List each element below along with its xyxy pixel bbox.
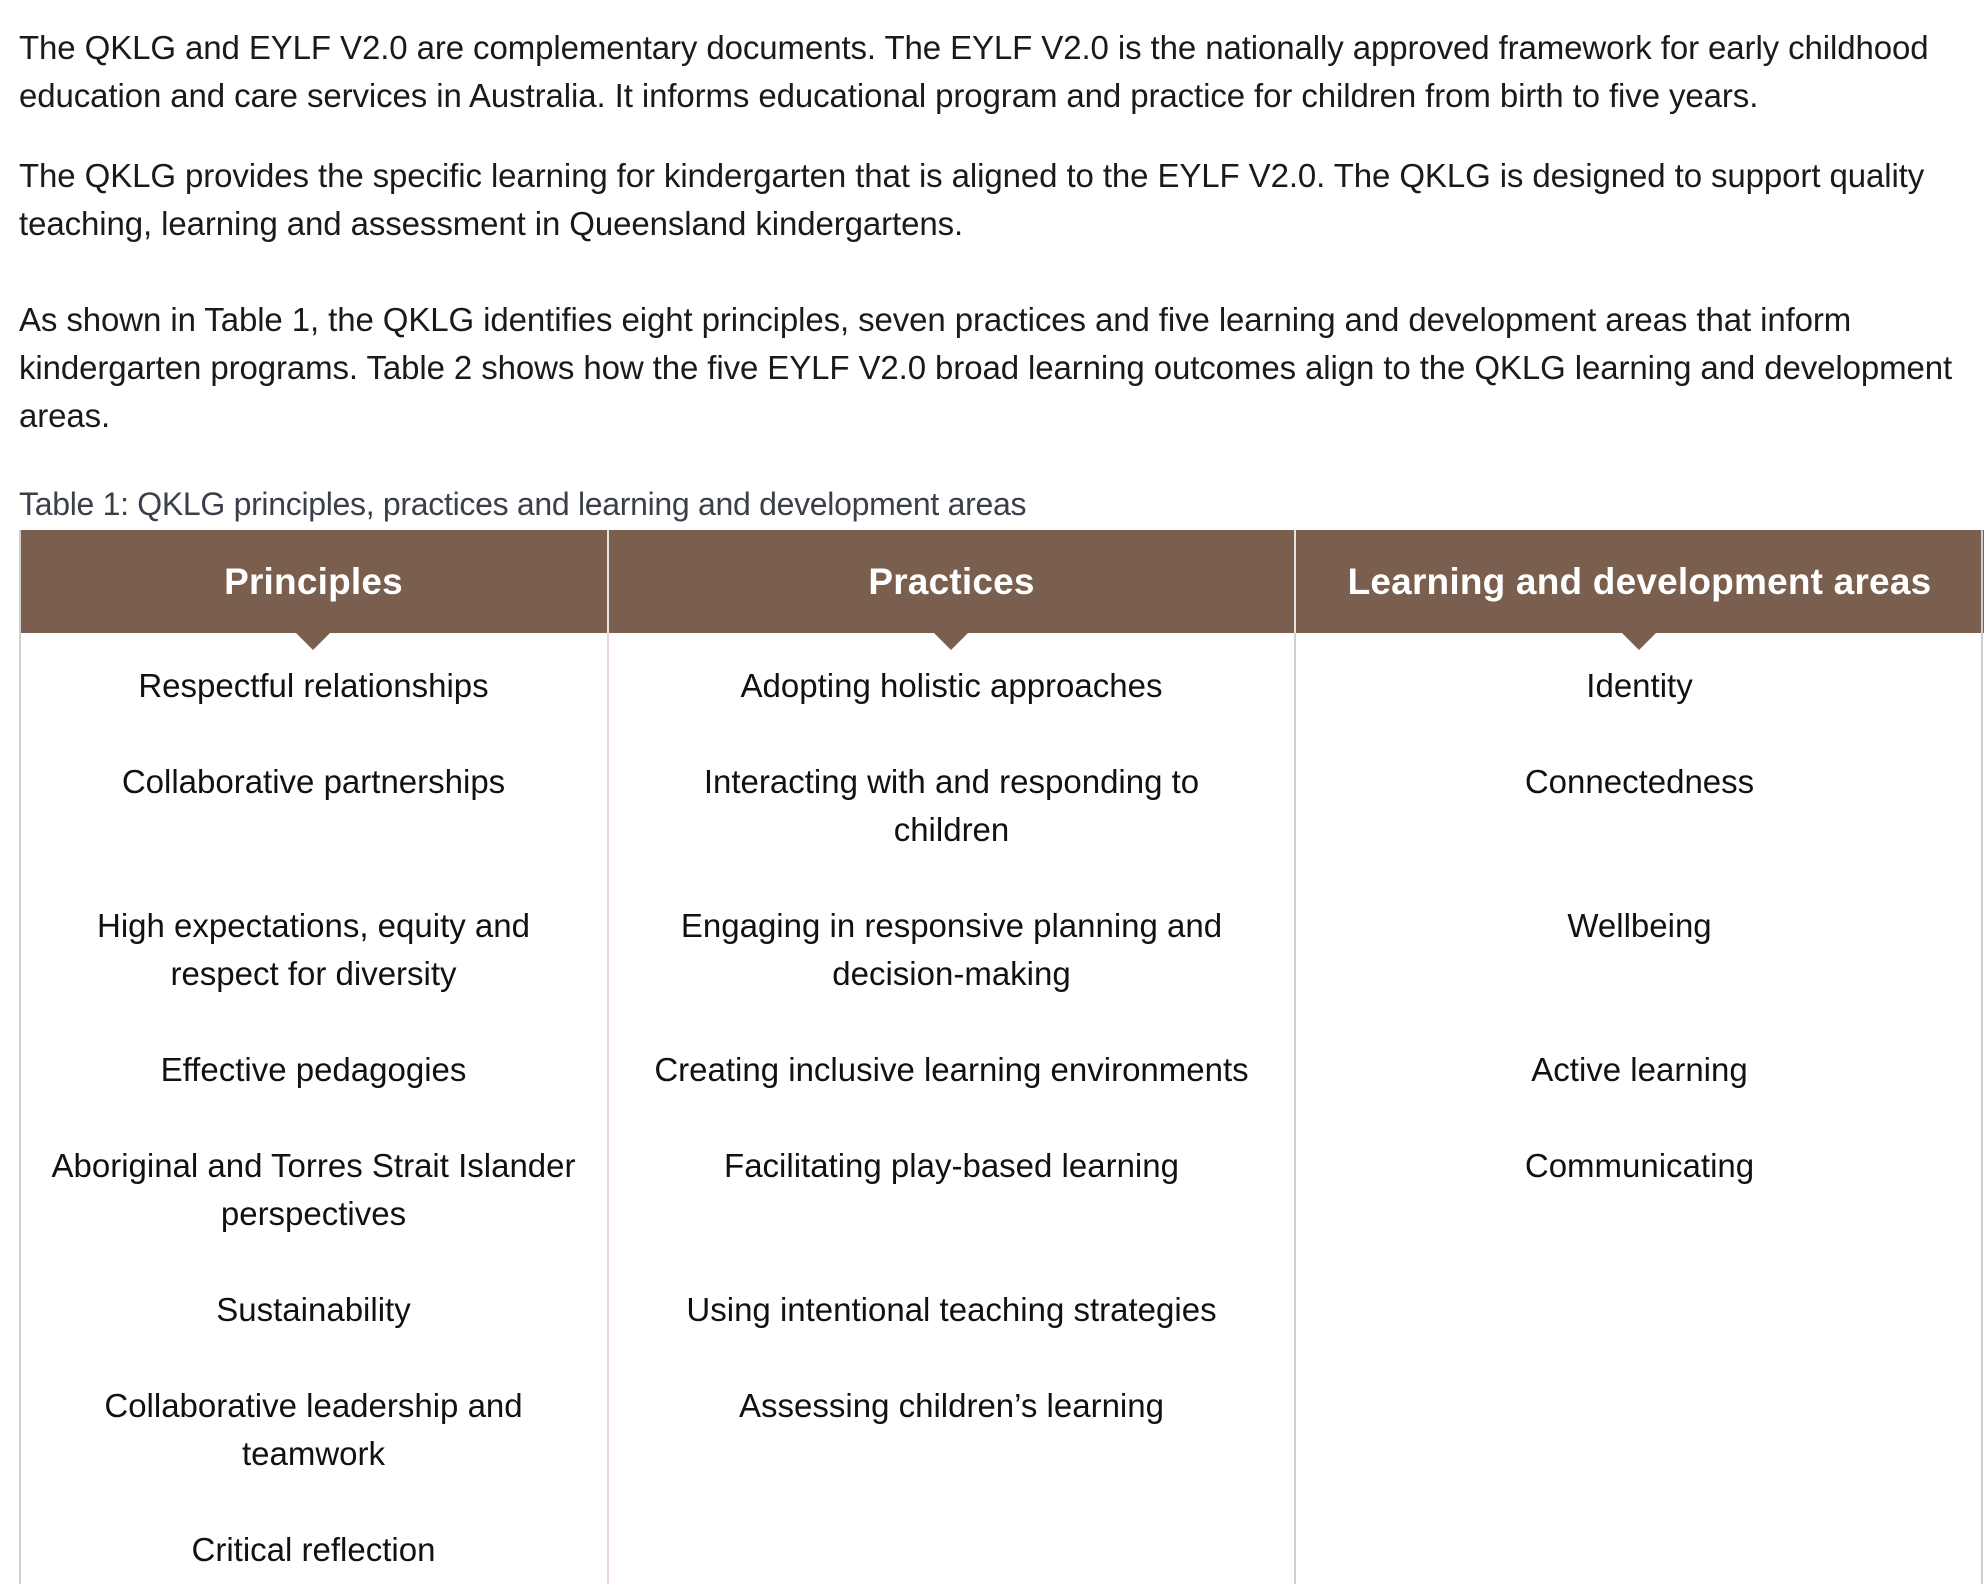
principle-cell: Aboriginal and Torres Strait Islander pe… <box>51 1147 576 1232</box>
area-cell: Communicating <box>1524 1147 1755 1184</box>
principle-cell: Sustainability <box>216 1291 411 1328</box>
header-notch <box>933 632 969 650</box>
table-divider <box>607 530 609 1584</box>
practice-cell: Interacting with and responding to child… <box>703 763 1200 848</box>
practice-cell: Adopting holistic approaches <box>740 667 1163 704</box>
principle-cell: Collaborative leadership and teamwork <box>104 1387 523 1472</box>
header-divider <box>607 530 609 633</box>
principle-cell: Collaborative partnerships <box>121 763 506 800</box>
intro-paragraph-3: As shown in Table 1, the QKLG identifies… <box>19 301 1953 434</box>
practice-cell: Engaging in responsive planning and deci… <box>680 907 1223 992</box>
principle-cell: Effective pedagogies <box>160 1051 467 1088</box>
header-divider <box>1294 530 1296 633</box>
qklg-table: Principles Respectful relationships Coll… <box>19 530 1984 1584</box>
column-principles: Principles Respectful relationships Coll… <box>19 530 608 1584</box>
practice-cell: Creating inclusive learning environments <box>654 1051 1249 1088</box>
practice-cell: Assessing children’s learning <box>739 1387 1164 1424</box>
principle-cell: Respectful relationships <box>138 667 489 704</box>
practice-cell: Facilitating play-based learning <box>724 1147 1179 1184</box>
header-notch <box>295 632 331 650</box>
table-divider <box>1294 530 1296 1584</box>
practice-cell: Using intentional teaching strategies <box>686 1291 1217 1328</box>
intro-paragraph-2: The QKLG provides the specific learning … <box>19 157 1925 242</box>
area-cell: Connectedness <box>1524 763 1755 800</box>
area-cell: Wellbeing <box>1567 907 1712 944</box>
table-border-right <box>1981 530 1983 1584</box>
principle-cell: High expectations, equity and respect fo… <box>97 907 530 992</box>
table-border-left <box>19 530 21 1584</box>
header-practices: Practices <box>608 530 1295 633</box>
column-learning-areas: Learning and development areas Identity … <box>1295 530 1984 1584</box>
table-caption: Table 1: QKLG principles, practices and … <box>19 486 1027 522</box>
area-cell: Active learning <box>1531 1051 1748 1088</box>
intro-paragraph-1: The QKLG and EYLF V2.0 are complementary… <box>19 29 1929 114</box>
area-cell: Identity <box>1586 667 1693 704</box>
header-notch <box>1621 632 1657 650</box>
header-principles: Principles <box>19 530 608 633</box>
column-practices: Practices Adopting holistic approaches I… <box>608 530 1295 1584</box>
header-learning-areas: Learning and development areas <box>1295 530 1984 633</box>
principle-cell: Critical reflection <box>191 1531 436 1568</box>
